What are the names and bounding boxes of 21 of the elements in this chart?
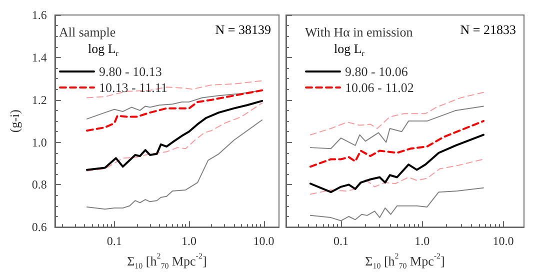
text: All sample: [59, 24, 116, 40]
y-tick-label: 0.6: [32, 220, 47, 234]
legend-label: 9.80 - 10.13: [99, 64, 162, 79]
legend-label: 10.06 - 11.02: [345, 80, 414, 95]
y-axis-title: (g-i): [7, 109, 22, 133]
legend-label: 10.13 - 11.11: [99, 80, 168, 95]
x-tick-label: 0.1: [106, 234, 122, 248]
annotation: N = 21833: [460, 22, 516, 37]
y-tick-label: 0.8: [32, 178, 47, 192]
x-tick-label: 10.0: [253, 234, 274, 248]
x-tick-label: 1.0: [414, 234, 430, 248]
legend-label: 9.80 - 10.06: [345, 64, 408, 79]
y-tick-label: 1.4: [32, 50, 47, 64]
x-tick-label: 0.1: [334, 234, 348, 248]
y-tick-label: 1.2: [32, 92, 47, 107]
y-tick-label: 1.0: [32, 135, 47, 150]
x-tick-label: 1.0: [182, 234, 197, 248]
text: With Hα in emission: [305, 24, 414, 40]
x-tick-label: 10.0: [492, 234, 514, 248]
y-tick-label: 1.6: [32, 8, 47, 22]
annotation: N = 38139: [215, 22, 272, 37]
